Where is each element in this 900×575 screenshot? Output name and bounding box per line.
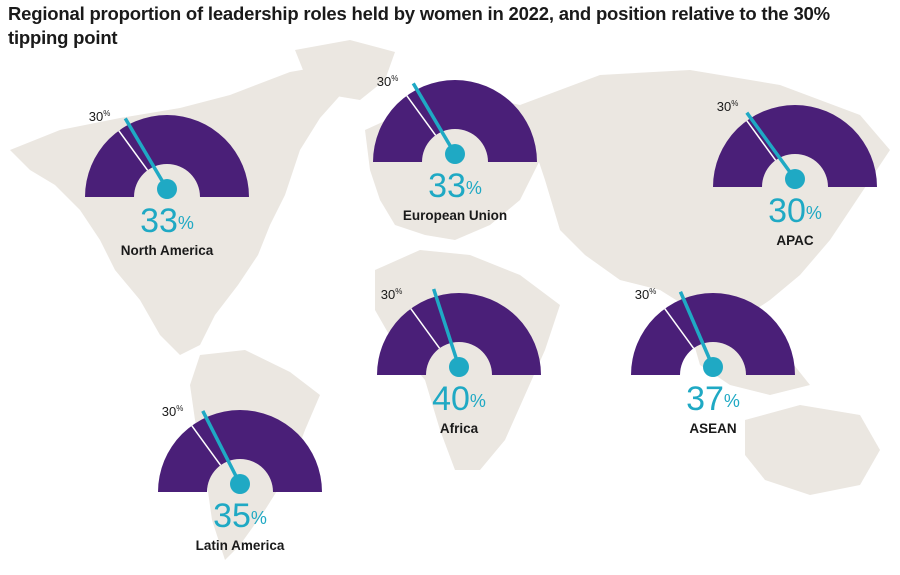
threshold-marker	[410, 308, 441, 349]
threshold-marker	[406, 95, 437, 136]
value-needle	[745, 111, 797, 181]
value-needle	[411, 82, 457, 155]
threshold-value: 30	[161, 403, 177, 419]
region-label: ASEAN	[689, 421, 737, 436]
gauge-value-number: 33	[140, 202, 178, 240]
gauge-arc	[373, 80, 537, 162]
threshold-value: 30	[634, 286, 650, 302]
percent-sign: %	[731, 98, 739, 108]
gauge-value: 40%	[379, 381, 539, 417]
gauge-value: 37%	[633, 381, 793, 417]
gauge-africa	[377, 288, 541, 377]
threshold-value: 30	[376, 73, 392, 89]
threshold-label: 30%	[377, 74, 399, 89]
chart-title: Regional proportion of leadership roles …	[8, 3, 830, 48]
gauge-east-asia	[713, 105, 877, 189]
threshold-value: 30	[716, 98, 732, 114]
gauge-value: 33%	[375, 168, 535, 204]
gauge-value-unit: %	[250, 508, 267, 528]
gauge-value-number: 35	[213, 497, 251, 535]
threshold-label: 30%	[162, 404, 184, 419]
needle-hub	[449, 357, 469, 377]
gauge-arc	[85, 115, 249, 197]
region-label: European Union	[402, 208, 508, 223]
needle-hub	[445, 144, 465, 164]
threshold-label: 30%	[89, 109, 111, 124]
percent-sign: %	[103, 108, 111, 118]
needle-hub	[785, 169, 805, 189]
threshold-label: 30%	[381, 287, 403, 302]
gauge-value-unit: %	[177, 213, 194, 233]
percent-sign: %	[395, 286, 403, 296]
gauge-value-unit: %	[465, 178, 482, 198]
gauge-value-unit: %	[469, 391, 486, 411]
gauge-europe	[373, 80, 537, 164]
needle-hub	[157, 179, 177, 199]
region-label: North America	[120, 243, 214, 258]
threshold-label: 30%	[635, 287, 657, 302]
threshold-marker	[118, 130, 149, 171]
gauge-value-unit: %	[723, 391, 740, 411]
threshold-marker	[664, 308, 695, 349]
gauge-value: 35%	[160, 498, 320, 534]
gauge-value-unit: %	[805, 203, 822, 223]
gauge-value-number: 33	[428, 167, 466, 205]
value-needle	[123, 117, 169, 190]
map-greenland	[295, 40, 395, 100]
region-label: Latin America	[195, 538, 285, 553]
threshold-marker	[746, 120, 777, 161]
gauge-north-america	[85, 115, 249, 199]
threshold-marker	[191, 425, 222, 466]
gauge-arc	[631, 293, 795, 375]
gauge-value: 33%	[87, 203, 247, 239]
gauge-value-number: 40	[432, 380, 470, 418]
gauge-value-number: 37	[686, 380, 724, 418]
gauge-south-america	[158, 410, 322, 494]
needle-hub	[230, 474, 250, 494]
gauge-arc	[158, 410, 322, 492]
percent-sign: %	[176, 403, 184, 413]
percent-sign: %	[649, 286, 657, 296]
map-australia	[745, 405, 880, 495]
needle-hub	[703, 357, 723, 377]
threshold-value: 30	[380, 286, 396, 302]
gauge-southeast-asia	[631, 291, 795, 377]
gauge-arc	[377, 293, 541, 375]
value-needle	[431, 288, 461, 368]
value-needle	[201, 410, 242, 485]
threshold-label: 30%	[717, 99, 739, 114]
map-north-america	[10, 65, 345, 355]
gauge-value: 30%	[715, 193, 875, 229]
region-label: Africa	[439, 421, 479, 436]
value-needle	[678, 291, 715, 368]
region-label: APAC	[776, 233, 814, 248]
threshold-value: 30	[88, 108, 104, 124]
gauge-value-number: 30	[768, 192, 806, 230]
percent-sign: %	[391, 73, 399, 83]
